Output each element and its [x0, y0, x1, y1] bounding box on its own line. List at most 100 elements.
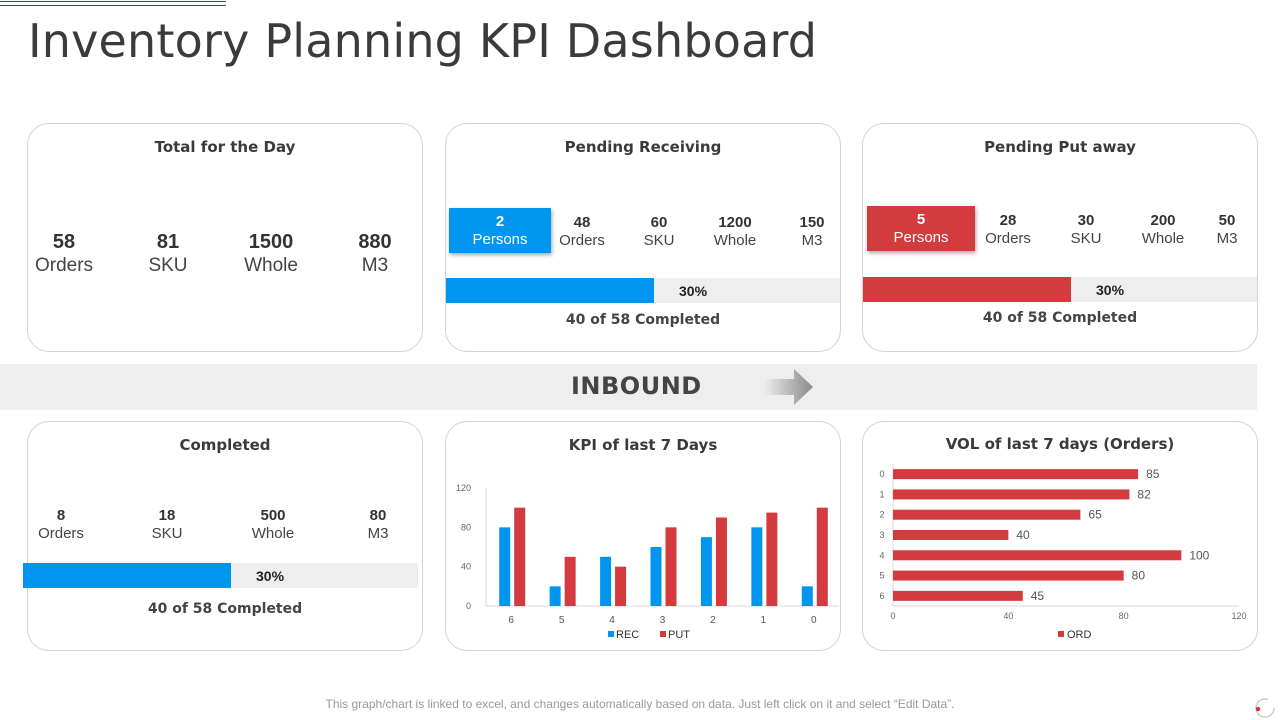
- completed-card: Completed 8 Orders 18 SKU 500 Whole 80 M…: [27, 421, 423, 651]
- y-tick-label: 0: [466, 601, 471, 611]
- page-title: Inventory Planning KPI Dashboard: [28, 14, 818, 68]
- inbound-banner-label: INBOUND: [571, 372, 702, 400]
- bar-put: [564, 556, 576, 606]
- y-tick-label: 3: [879, 530, 884, 540]
- total-card-title: Total for the Day: [154, 138, 296, 156]
- inbound-banner: INBOUND: [0, 364, 1257, 410]
- receiving-sku-stat: 60 SKU: [644, 214, 675, 250]
- stat-unit: SKU: [151, 525, 183, 542]
- y-tick-label: 40: [461, 562, 471, 572]
- data-label: 40: [1016, 528, 1030, 542]
- putaway-m3-stat: 50 M3: [1217, 212, 1238, 248]
- receiving-persons-stat: 2 Persons: [472, 213, 527, 249]
- bar-ord: [893, 590, 1023, 601]
- refresh-icon: [1255, 698, 1275, 718]
- putaway-completed-text: 40 of 58 Completed: [982, 310, 1138, 326]
- stat-value: 1200: [718, 214, 752, 231]
- bar-ord: [893, 550, 1182, 561]
- y-tick-label: 4: [879, 550, 884, 560]
- bar-ord: [893, 570, 1124, 581]
- bar-rec: [751, 527, 763, 606]
- x-tick-label: 40: [1003, 611, 1013, 621]
- bar-put: [665, 527, 677, 606]
- stat-unit: SKU: [1070, 230, 1102, 247]
- putaway-sku-stat: 30 SKU: [1071, 212, 1102, 248]
- completed-progress-fill: [23, 563, 231, 588]
- receiving-card-title: Pending Receiving: [564, 138, 722, 156]
- bar-ord: [893, 509, 1081, 520]
- bar-put: [615, 566, 627, 606]
- y-tick-label: 120: [456, 483, 471, 493]
- stat-value: 880: [358, 231, 392, 253]
- total-whole-stat: 1500 Whole: [244, 231, 298, 277]
- receiving-progress-label: 30%: [679, 283, 708, 299]
- stat-unit: Orders: [985, 230, 1031, 247]
- bar-put: [514, 507, 526, 606]
- kpi-chart-card: KPI of last 7 Days 0 40 80 120 6 5 4 3 2 1 0 REC PUT: [445, 421, 841, 651]
- stat-unit: Whole: [251, 525, 295, 542]
- bar-ord: [893, 469, 1139, 480]
- y-tick-label: 6: [879, 591, 884, 601]
- stat-unit: Whole: [713, 232, 757, 249]
- bar-ord: [893, 530, 1009, 540]
- legend-swatch-ord: [1058, 631, 1064, 637]
- completed-whole-stat: 500 Whole: [252, 507, 295, 543]
- stat-value: 500: [260, 507, 286, 524]
- y-tick-label: 0: [879, 469, 884, 479]
- stat-value: 81: [156, 231, 180, 253]
- receiving-completed-text: 40 of 58 Completed: [565, 312, 721, 328]
- data-label: 45: [1031, 589, 1045, 603]
- stat-value: 30: [1077, 212, 1095, 229]
- x-tick-label: 1: [761, 615, 767, 626]
- stat-value: 5: [916, 211, 926, 228]
- stat-value: 1500: [248, 231, 294, 253]
- stat-value: 200: [1150, 212, 1176, 229]
- receiving-orders-stat: 48 Orders: [559, 214, 605, 250]
- receiving-progress-bar: 30%: [446, 278, 840, 303]
- stat-value: 2: [495, 213, 505, 230]
- total-m3-stat: 880 M3: [358, 231, 391, 277]
- vol-chart: 0 40 80 120 85 0 82 1 65 2 40 3 100 4 80 5 45 6 ORD: [879, 464, 1247, 641]
- receiving-progress-fill: [446, 278, 654, 303]
- stat-unit: SKU: [148, 255, 188, 276]
- bar-rec: [700, 537, 712, 606]
- bar-rec: [549, 586, 561, 606]
- vol-chart-card: VOL of last 7 days (Orders) 0 40 80 120 85 0 8…: [862, 421, 1258, 651]
- completed-m3-stat: 80 M3: [368, 507, 389, 543]
- putaway-persons-highlight: 5 Persons: [867, 206, 975, 251]
- y-tick-label: 5: [879, 571, 884, 581]
- stat-value: 28: [999, 212, 1017, 229]
- receiving-m3-stat: 150 M3: [799, 214, 824, 250]
- completed-card-title: Completed: [179, 436, 271, 454]
- footer-note: This graph/chart is linked to excel, and…: [325, 697, 955, 711]
- stat-unit: M3: [1216, 230, 1238, 247]
- legend-swatch-put: [660, 631, 666, 637]
- putaway-card-title: Pending Put away: [984, 138, 1136, 156]
- total-card: Total for the Day 58 Orders 81 SKU 1500 …: [27, 123, 423, 352]
- stat-unit: Orders: [559, 232, 605, 249]
- y-tick-label: 80: [461, 522, 471, 532]
- y-tick-label: 1: [879, 489, 884, 499]
- x-tick-label: 120: [1231, 611, 1246, 621]
- x-tick-label: 0: [890, 611, 895, 621]
- x-tick-label: 4: [609, 615, 615, 626]
- bar-put: [766, 512, 778, 606]
- bar-put: [715, 517, 727, 606]
- pending-receiving-card: Pending Receiving 2 Persons 48 Orders 60…: [445, 123, 841, 352]
- data-label: 85: [1146, 467, 1160, 481]
- putaway-persons-stat: 5 Persons: [893, 211, 948, 247]
- completed-orders-stat: 8 Orders: [38, 507, 84, 543]
- stat-value: 48: [573, 214, 591, 231]
- stat-value: 58: [52, 231, 76, 253]
- x-tick-label: 5: [559, 615, 565, 626]
- bar-ord: [893, 489, 1130, 500]
- legend-label-ord: ORD: [1067, 629, 1092, 641]
- stat-value: 80: [369, 507, 387, 524]
- data-label: 65: [1088, 508, 1102, 522]
- stat-unit: M3: [367, 525, 389, 542]
- data-label: 80: [1132, 569, 1146, 583]
- bar-rec: [600, 556, 612, 606]
- receiving-persons-highlight: 2 Persons: [449, 208, 551, 253]
- stat-unit: M3: [361, 255, 389, 276]
- putaway-progress-label: 30%: [1096, 282, 1125, 298]
